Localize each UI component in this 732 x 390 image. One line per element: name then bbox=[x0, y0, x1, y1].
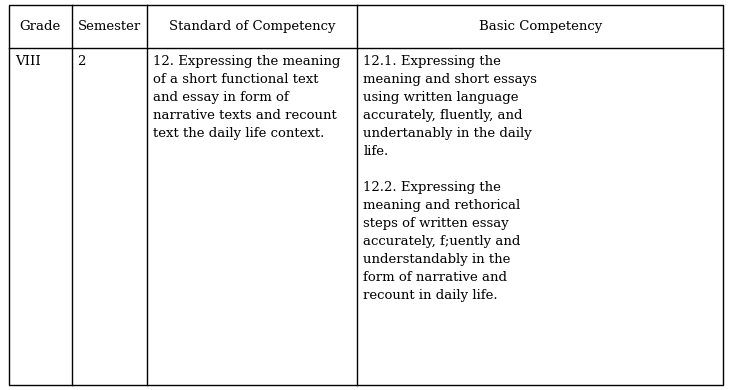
Text: Basic Competency: Basic Competency bbox=[479, 20, 602, 33]
Text: 2: 2 bbox=[78, 55, 86, 69]
Text: 12. Expressing the meaning
of a short functional text
and essay in form of
narra: 12. Expressing the meaning of a short fu… bbox=[152, 55, 340, 140]
Text: Standard of Competency: Standard of Competency bbox=[169, 20, 335, 33]
Text: Semester: Semester bbox=[78, 20, 141, 33]
Text: 12.1. Expressing the
meaning and short essays
using written language
accurately,: 12.1. Expressing the meaning and short e… bbox=[363, 55, 537, 303]
Text: VIII: VIII bbox=[15, 55, 40, 69]
Text: Grade: Grade bbox=[20, 20, 61, 33]
